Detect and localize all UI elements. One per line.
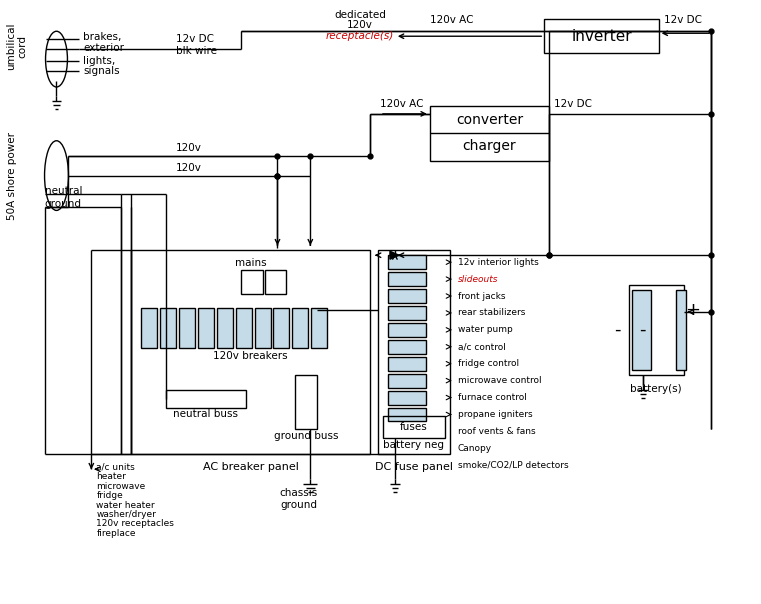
Text: 120v: 120v [176, 162, 202, 173]
Text: Canopy: Canopy [457, 444, 492, 453]
Text: battery(s): battery(s) [630, 384, 682, 394]
Text: roof vents & fans: roof vents & fans [457, 427, 535, 436]
Bar [388, 408, 426, 422]
Text: receptacle(s): receptacle(s) [326, 31, 394, 41]
Text: slideouts: slideouts [457, 275, 498, 284]
Text: ground: ground [45, 199, 81, 210]
Text: propane igniters: propane igniters [457, 410, 532, 419]
Bar [388, 340, 426, 354]
Text: a/c control: a/c control [457, 342, 505, 352]
Text: water pump: water pump [457, 326, 512, 335]
Text: AC breaker panel: AC breaker panel [202, 462, 298, 472]
Text: DC fuse panel: DC fuse panel [375, 462, 453, 472]
Bar [198, 308, 214, 348]
Bar [295, 374, 317, 429]
Text: microwave control: microwave control [457, 376, 541, 385]
Text: fridge control: fridge control [457, 359, 519, 368]
Text: battery neg: battery neg [384, 440, 444, 451]
Text: blk wire: blk wire [176, 46, 217, 56]
Text: 120v: 120v [347, 21, 373, 30]
Text: neutral: neutral [45, 185, 82, 196]
Text: +: + [686, 301, 701, 319]
Text: fuses: fuses [400, 422, 428, 432]
Text: 12v DC: 12v DC [176, 34, 214, 44]
Text: rear stabilizers: rear stabilizers [457, 309, 525, 318]
Bar [292, 308, 308, 348]
Text: furnace control: furnace control [457, 393, 527, 402]
Text: neutral buss: neutral buss [174, 410, 238, 420]
Text: -: - [614, 321, 621, 339]
Text: water heater: water heater [97, 501, 155, 510]
Bar [131, 250, 370, 454]
Bar [311, 308, 327, 348]
Text: washer/dryer: washer/dryer [97, 510, 156, 519]
Text: signals: signals [84, 66, 120, 76]
Bar [676, 290, 686, 370]
Text: fireplace: fireplace [97, 529, 135, 538]
Text: 120v AC: 120v AC [380, 99, 424, 109]
Text: a/c units: a/c units [97, 463, 135, 472]
Text: 50A shore power: 50A shore power [7, 132, 17, 220]
Bar [236, 308, 252, 348]
Text: 12v DC: 12v DC [664, 15, 702, 25]
Polygon shape [390, 251, 399, 259]
Bar [240, 270, 263, 294]
Text: 120v receptacles: 120v receptacles [97, 519, 174, 528]
Text: heater: heater [97, 472, 126, 481]
Bar [388, 323, 426, 337]
Text: 120v AC: 120v AC [430, 15, 473, 25]
Bar [544, 19, 659, 53]
Text: charger: charger [463, 139, 516, 153]
Bar [265, 270, 286, 294]
Text: exterior: exterior [84, 43, 124, 53]
Text: dedicated: dedicated [334, 10, 386, 21]
Bar [388, 374, 426, 388]
Text: -: - [639, 321, 646, 339]
Text: ground buss: ground buss [274, 431, 339, 442]
Bar [141, 308, 157, 348]
Bar [388, 391, 426, 405]
Text: brakes,: brakes, [84, 32, 122, 42]
Bar [629, 285, 683, 374]
Bar [179, 308, 195, 348]
Text: converter: converter [456, 113, 523, 127]
Bar [388, 289, 426, 303]
Text: 12v DC: 12v DC [554, 99, 592, 109]
Text: inverter: inverter [572, 29, 632, 43]
Bar [383, 417, 444, 439]
Text: smoke/CO2/LP detectors: smoke/CO2/LP detectors [457, 461, 568, 470]
Text: 120v: 120v [176, 143, 202, 153]
Bar [388, 357, 426, 371]
Text: mains: mains [235, 258, 266, 268]
Text: microwave: microwave [97, 481, 145, 490]
Text: 12v interior lights: 12v interior lights [457, 258, 538, 267]
Bar [160, 308, 176, 348]
Text: 120v breakers: 120v breakers [213, 351, 288, 361]
Bar [273, 308, 289, 348]
Text: lights,: lights, [84, 56, 116, 66]
Text: umbilical
cord: umbilical cord [6, 22, 27, 70]
Bar [430, 106, 549, 161]
Bar [378, 250, 450, 454]
Bar [388, 272, 426, 286]
Bar [217, 308, 233, 348]
Bar [632, 290, 651, 370]
Text: chassis
ground: chassis ground [279, 488, 317, 510]
Text: fridge: fridge [97, 491, 123, 500]
Text: front jacks: front jacks [457, 292, 505, 301]
Bar [166, 390, 246, 408]
Bar [388, 255, 426, 269]
Bar [388, 306, 426, 320]
Bar [255, 308, 270, 348]
